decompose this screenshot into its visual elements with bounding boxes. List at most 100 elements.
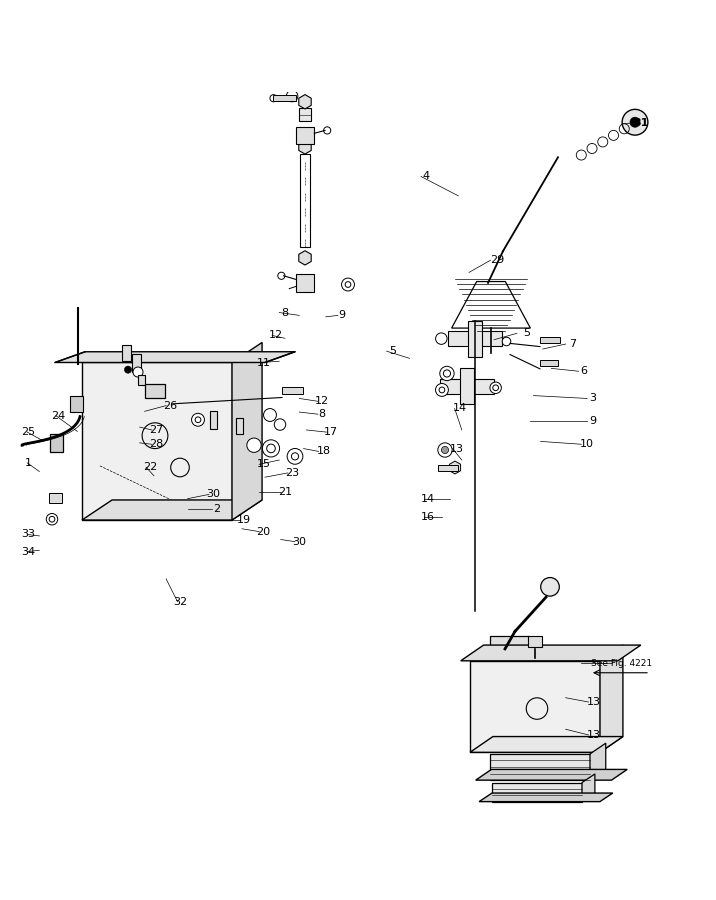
Bar xyxy=(468,320,482,356)
Circle shape xyxy=(502,338,511,346)
Circle shape xyxy=(435,383,448,396)
Circle shape xyxy=(342,278,354,291)
Text: 26: 26 xyxy=(163,400,178,410)
Circle shape xyxy=(630,117,640,127)
Text: 11: 11 xyxy=(256,357,271,367)
Text: 6: 6 xyxy=(580,366,587,376)
Text: 9: 9 xyxy=(339,310,346,320)
Bar xyxy=(296,274,314,292)
Circle shape xyxy=(286,90,298,102)
Text: 27: 27 xyxy=(149,425,163,435)
Text: 30: 30 xyxy=(292,536,306,546)
Text: 20: 20 xyxy=(256,526,271,536)
Circle shape xyxy=(443,370,450,377)
Text: 23: 23 xyxy=(285,468,299,478)
Circle shape xyxy=(278,272,285,279)
Text: 1: 1 xyxy=(25,458,32,468)
Polygon shape xyxy=(470,736,623,752)
Circle shape xyxy=(263,409,276,421)
Circle shape xyxy=(274,418,286,430)
Bar xyxy=(138,374,145,385)
Text: 28: 28 xyxy=(149,439,163,449)
Text: 9: 9 xyxy=(589,417,596,427)
Circle shape xyxy=(142,423,168,448)
Circle shape xyxy=(324,127,331,134)
Bar xyxy=(210,410,217,429)
Text: 3: 3 xyxy=(589,393,596,403)
Text: 30: 30 xyxy=(206,490,221,500)
Bar xyxy=(296,127,314,144)
Bar xyxy=(50,434,63,452)
Circle shape xyxy=(192,413,205,427)
Bar xyxy=(132,354,140,372)
Circle shape xyxy=(247,438,261,453)
Circle shape xyxy=(291,453,299,460)
Circle shape xyxy=(133,367,143,377)
Bar xyxy=(300,154,310,248)
Polygon shape xyxy=(475,770,627,780)
Bar xyxy=(490,636,529,649)
Bar xyxy=(282,387,304,394)
Bar xyxy=(540,360,558,365)
Text: 17: 17 xyxy=(324,428,338,437)
Bar xyxy=(448,331,502,346)
Text: 12: 12 xyxy=(268,330,283,340)
Circle shape xyxy=(442,446,449,454)
Polygon shape xyxy=(460,645,641,661)
Text: 13: 13 xyxy=(450,444,464,454)
Bar xyxy=(460,368,474,404)
Text: 7: 7 xyxy=(569,339,576,349)
Text: See Fig. 4221: See Fig. 4221 xyxy=(591,659,652,668)
Polygon shape xyxy=(479,793,613,802)
Polygon shape xyxy=(600,645,623,752)
Polygon shape xyxy=(490,754,590,780)
Polygon shape xyxy=(450,461,460,474)
Circle shape xyxy=(195,417,201,423)
Bar xyxy=(440,379,494,393)
Circle shape xyxy=(440,366,454,381)
Circle shape xyxy=(270,94,277,102)
Text: 24: 24 xyxy=(52,410,66,420)
Bar xyxy=(236,418,243,434)
Bar xyxy=(299,108,311,122)
Text: 15: 15 xyxy=(256,459,271,469)
Text: 14: 14 xyxy=(421,494,435,504)
Text: 14: 14 xyxy=(453,403,467,413)
Text: 12: 12 xyxy=(315,396,329,406)
Polygon shape xyxy=(82,363,232,520)
Text: 33: 33 xyxy=(21,529,36,539)
Circle shape xyxy=(47,514,58,525)
Text: 13: 13 xyxy=(587,730,601,740)
Bar xyxy=(438,465,458,471)
Polygon shape xyxy=(299,94,311,109)
Polygon shape xyxy=(590,743,606,780)
Polygon shape xyxy=(232,342,262,520)
Bar xyxy=(122,345,131,361)
Circle shape xyxy=(435,333,447,345)
Circle shape xyxy=(49,517,55,522)
Circle shape xyxy=(439,387,445,392)
Bar xyxy=(70,396,83,412)
Bar xyxy=(49,493,62,502)
Circle shape xyxy=(125,366,132,373)
Text: 34: 34 xyxy=(21,546,36,557)
Text: 21: 21 xyxy=(278,487,292,497)
Text: 29: 29 xyxy=(490,256,505,266)
Circle shape xyxy=(266,444,275,453)
Text: 10: 10 xyxy=(580,439,594,449)
Bar xyxy=(274,95,296,101)
Circle shape xyxy=(526,698,548,719)
Polygon shape xyxy=(299,140,311,154)
Circle shape xyxy=(541,578,559,596)
Bar xyxy=(145,384,165,399)
Text: 8: 8 xyxy=(319,410,326,419)
Text: 31: 31 xyxy=(633,118,649,128)
Circle shape xyxy=(345,282,351,287)
Polygon shape xyxy=(470,661,600,752)
Bar xyxy=(528,635,542,647)
Polygon shape xyxy=(299,251,311,265)
Polygon shape xyxy=(82,500,262,520)
Circle shape xyxy=(622,109,648,135)
Text: 5: 5 xyxy=(389,346,396,356)
Text: 25: 25 xyxy=(21,428,36,437)
